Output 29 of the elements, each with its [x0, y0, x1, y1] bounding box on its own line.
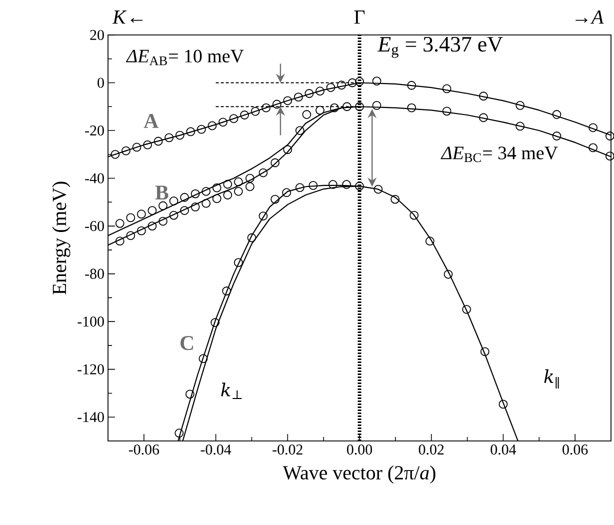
y-tick-label: -120: [78, 364, 104, 374]
annotation: ΔE$_{BC}$= 34 meV: [440, 146, 558, 162]
x-tick-label: 0.02: [418, 444, 444, 455]
annotation: ΔE$_{AB}$= 10 meV: [126, 50, 244, 66]
y-tick-label: -100: [78, 316, 104, 327]
text: K←: [112, 10, 143, 24]
annotation: k$_{⊥}$: [221, 382, 242, 399]
y-axis-title: Energy (meV): [52, 182, 70, 294]
y-tick-label: -20: [85, 125, 104, 136]
text: Γ: [354, 10, 365, 24]
y-tick-label: 20: [90, 30, 104, 40]
y-tick-label: -140: [78, 412, 104, 422]
y-tick-label: -80: [85, 268, 104, 279]
y-tick-label: 0: [98, 78, 104, 88]
x-tick-label: 0.06: [562, 444, 588, 455]
annotation: C: [180, 336, 194, 350]
x-tick-label: 0.04: [490, 444, 516, 455]
annotation: B: [155, 186, 168, 200]
annotation: A: [144, 114, 159, 128]
annotation: E$_{g}$ = 3.437 eV: [377, 36, 503, 58]
text: →A: [576, 10, 604, 24]
x-tick-label: -0.06: [128, 444, 160, 455]
x-tick-label: 0.00: [346, 444, 372, 455]
y-tick-label: -60: [85, 221, 104, 232]
y-tick-label: -40: [85, 173, 104, 184]
x-tick-label: -0.02: [272, 444, 302, 455]
annotation: k$_{∥}$: [544, 369, 559, 389]
x-axis-title: Wave vector (2π/a): [282, 465, 436, 484]
x-tick-label: -0.04: [200, 444, 232, 455]
